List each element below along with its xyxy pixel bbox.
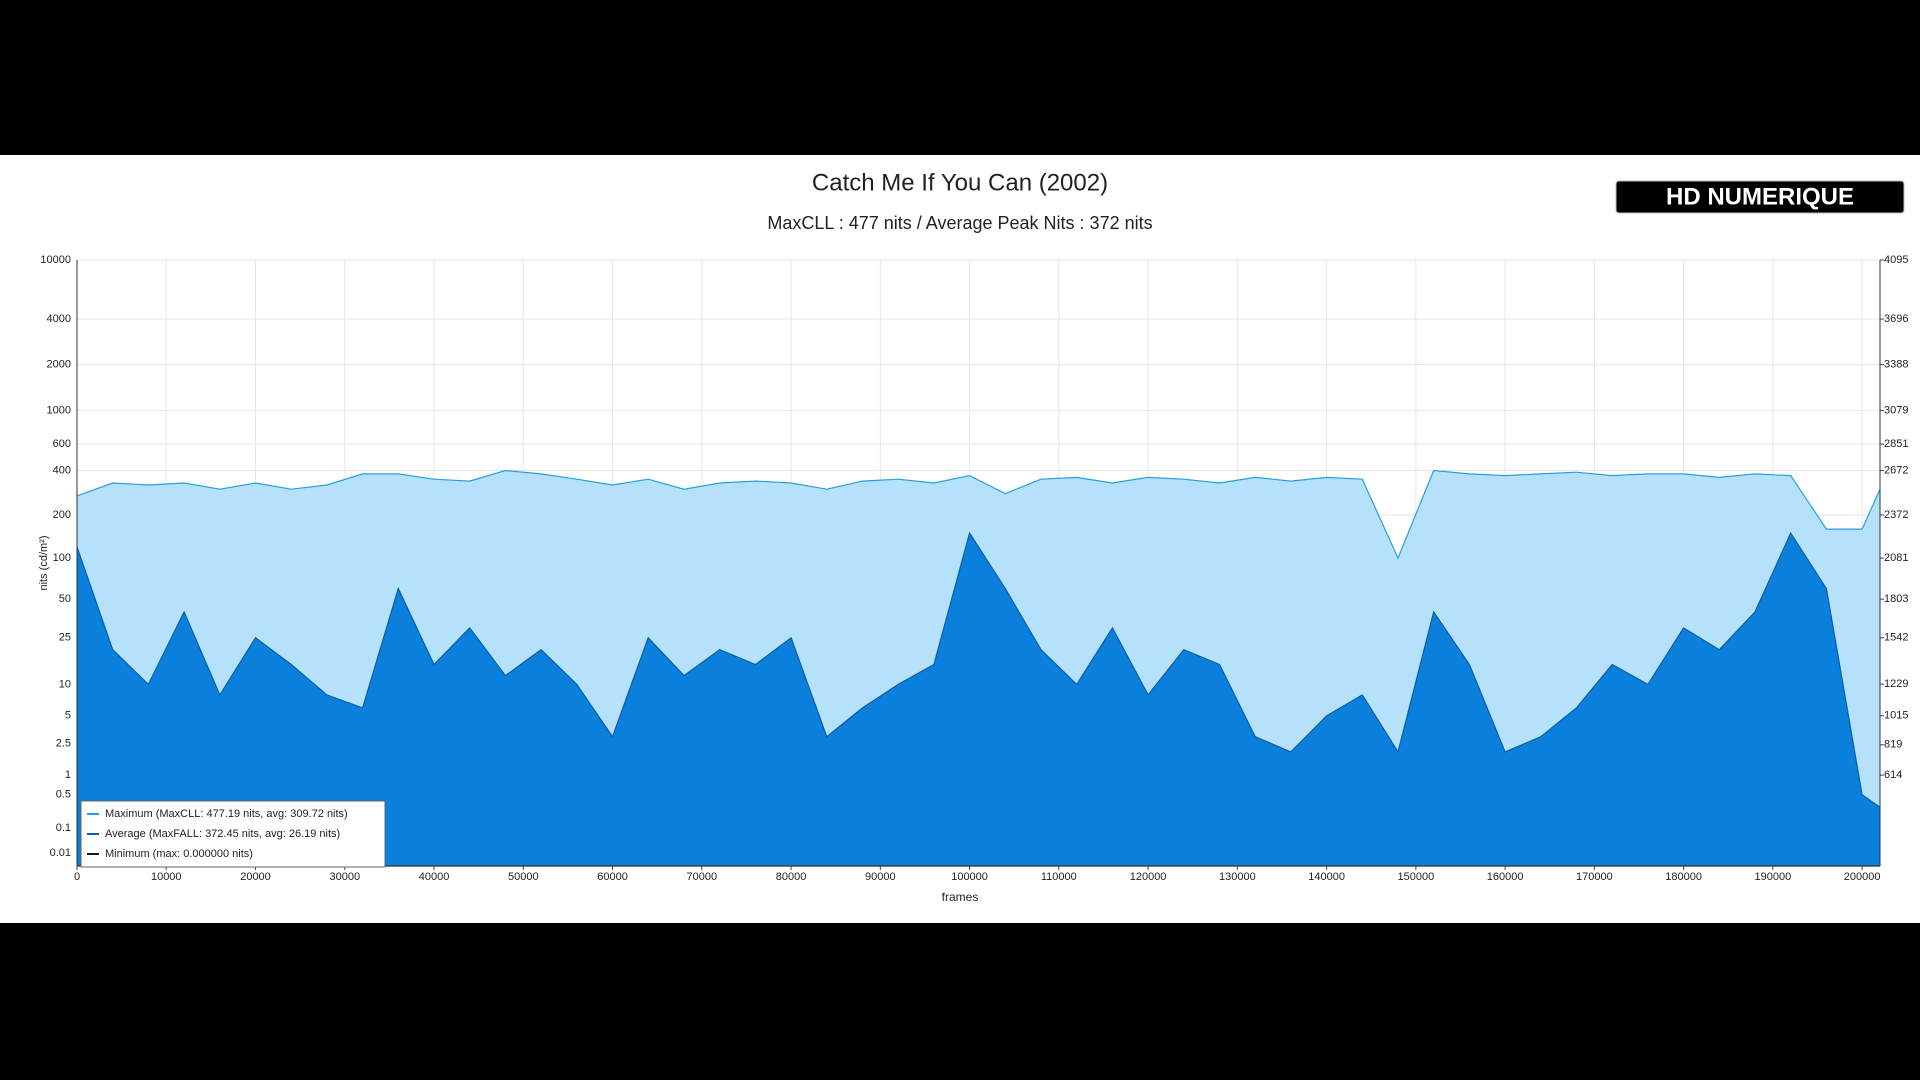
x-tick-label: 40000 [419, 871, 450, 883]
y2-tick-label: 2081 [1884, 552, 1908, 564]
area-fill [77, 533, 1880, 866]
x-tick-label: 60000 [597, 871, 628, 883]
y2-tick-label: 819 [1884, 739, 1902, 751]
chart-subtitle: MaxCLL : 477 nits / Average Peak Nits : … [767, 213, 1152, 233]
y2-tick-label: 614 [1884, 769, 1902, 781]
x-axis-label: frames [942, 890, 979, 904]
x-tick-label: 170000 [1576, 871, 1613, 883]
x-tick-label: 70000 [687, 871, 718, 883]
legend-label: Minimum (max: 0.000000 nits) [105, 848, 253, 860]
chart-title: Catch Me If You Can (2002) [812, 169, 1108, 196]
y2-tick-label: 2672 [1884, 464, 1908, 476]
y2-tick-label: 3388 [1884, 359, 1908, 371]
y-tick-label: 4000 [47, 313, 71, 325]
y2-tick-label: 3696 [1884, 313, 1908, 325]
y-tick-label: 0.01 [50, 847, 71, 859]
x-tick-label: 120000 [1130, 871, 1167, 883]
x-tick-label: 80000 [776, 871, 807, 883]
x-tick-label: 20000 [240, 871, 271, 883]
legend-label: Average (MaxFALL: 372.45 nits, avg: 26.1… [105, 828, 340, 840]
legend-label: Maximum (MaxCLL: 477.19 nits, avg: 309.7… [105, 808, 348, 820]
x-tick-label: 160000 [1487, 871, 1524, 883]
logo: HD NUMERIQUE [1666, 183, 1854, 210]
y-tick-label: 25 [59, 632, 71, 644]
series-line [76, 531, 1881, 808]
y-tick-label: 100 [53, 552, 71, 564]
y2-tick-label: 2372 [1884, 509, 1908, 521]
y-tick-label: 50 [59, 593, 71, 605]
y2-tick-label: 1229 [1884, 678, 1908, 690]
y2-tick-label: 4095 [1884, 254, 1908, 266]
y2-tick-label: 3079 [1884, 404, 1908, 416]
y-tick-label: 0.5 [56, 789, 71, 801]
x-tick-label: 100000 [951, 871, 988, 883]
y-tick-label: 5 [65, 710, 71, 722]
y2-tick-label: 1542 [1884, 632, 1908, 644]
x-tick-label: 180000 [1665, 871, 1702, 883]
y-tick-label: 10 [59, 678, 71, 690]
y2-tick-label: 1015 [1884, 710, 1908, 722]
logo-box [1615, 180, 1905, 214]
x-tick-label: 110000 [1041, 871, 1077, 883]
series-line [76, 469, 1881, 560]
y-tick-label: 2000 [47, 358, 71, 370]
x-tick-label: 190000 [1755, 871, 1792, 883]
y2-tick-label: 1803 [1884, 593, 1908, 605]
x-tick-label: 200000 [1844, 871, 1881, 883]
x-tick-label: 90000 [865, 871, 896, 883]
y-tick-label: 400 [53, 464, 71, 476]
legend-box [80, 800, 386, 868]
x-tick-label: 140000 [1308, 871, 1345, 883]
y-tick-label: 10000 [40, 254, 71, 266]
x-tick-label: 150000 [1398, 871, 1435, 883]
x-tick-label: 30000 [329, 871, 360, 883]
y-tick-label: 2.5 [56, 738, 71, 750]
y-tick-label: 0.1 [56, 822, 71, 834]
y2-tick-label: 2851 [1884, 438, 1908, 450]
y-axis-label: nits (cd/m²) [38, 536, 50, 591]
y-tick-label: 200 [53, 509, 71, 521]
y-tick-label: 1000 [47, 404, 71, 416]
x-tick-label: 10000 [151, 871, 182, 883]
y-tick-label: 1 [65, 769, 71, 781]
y-tick-label: 600 [53, 438, 71, 450]
x-tick-label: 0 [74, 871, 80, 883]
x-tick-label: 50000 [508, 871, 539, 883]
x-tick-label: 130000 [1219, 871, 1256, 883]
